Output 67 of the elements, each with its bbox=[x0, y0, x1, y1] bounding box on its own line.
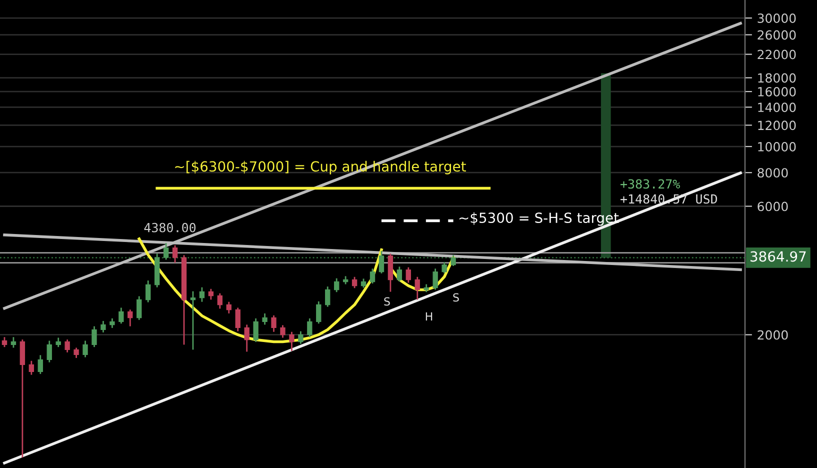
line-series bbox=[138, 237, 383, 344]
y-tick-label: 8000 bbox=[758, 168, 788, 178]
annotation: S bbox=[453, 293, 459, 302]
annotation: H bbox=[426, 312, 432, 320]
y-tick-label: 14000 bbox=[758, 102, 796, 112]
candlestick bbox=[163, 242, 169, 260]
y-tick-label: 10000 bbox=[758, 142, 796, 152]
y-tick-label: 6000 bbox=[758, 202, 788, 212]
candlestick bbox=[244, 324, 250, 352]
candlestick bbox=[289, 331, 294, 352]
candlestick bbox=[450, 254, 456, 267]
candlestick bbox=[253, 318, 258, 343]
candlestick bbox=[352, 276, 358, 289]
candlestick bbox=[226, 301, 232, 314]
y-tick-label: 30000 bbox=[758, 14, 796, 23]
candlestick bbox=[307, 318, 312, 338]
candlestick bbox=[146, 280, 151, 303]
candlestick bbox=[20, 338, 26, 458]
candlestick bbox=[316, 300, 322, 324]
candlestick bbox=[172, 244, 178, 264]
candlestick bbox=[82, 340, 88, 358]
candlestick bbox=[208, 288, 214, 300]
candlestick bbox=[56, 337, 61, 348]
candlestick bbox=[280, 324, 286, 338]
candlestick bbox=[442, 261, 447, 274]
candlestick bbox=[262, 312, 268, 326]
candlestick bbox=[370, 268, 376, 284]
candlestick bbox=[378, 250, 384, 274]
candlestick bbox=[110, 318, 115, 329]
candlestick bbox=[388, 252, 394, 292]
y-tick-label: 2000 bbox=[758, 330, 788, 340]
candlestick bbox=[432, 268, 438, 290]
candlestick bbox=[235, 307, 240, 332]
candlestick bbox=[92, 326, 97, 348]
annotation: 4380.00 bbox=[144, 222, 196, 232]
candlestick bbox=[118, 307, 124, 324]
candlestick bbox=[334, 278, 340, 293]
candlestick bbox=[28, 360, 34, 376]
candlestick bbox=[414, 276, 420, 300]
candlestick bbox=[217, 292, 223, 310]
candlestick bbox=[396, 266, 402, 282]
y-tick-label: 26000 bbox=[758, 30, 796, 40]
candlestick bbox=[199, 286, 205, 303]
candlestick bbox=[38, 354, 43, 375]
ref-line-label: 3864.97 bbox=[750, 251, 806, 262]
annotation: S bbox=[384, 297, 390, 306]
y-tick-label: 22000 bbox=[758, 50, 796, 60]
y-tick-label: 16000 bbox=[758, 87, 796, 96]
candlestick bbox=[100, 320, 106, 334]
candlestick bbox=[64, 338, 70, 354]
candlestick bbox=[271, 314, 276, 333]
candlestick bbox=[136, 296, 142, 321]
candlestick bbox=[298, 330, 304, 345]
annotation: ~$5300 = S-H-S target bbox=[459, 212, 619, 226]
candlestick bbox=[46, 340, 52, 364]
candlestick bbox=[406, 266, 411, 284]
candlestick bbox=[10, 336, 16, 348]
y-tick-label: 12000 bbox=[758, 120, 796, 130]
y-tick-label: 18000 bbox=[758, 73, 796, 83]
candlestick bbox=[74, 347, 79, 359]
candlestick bbox=[190, 290, 196, 350]
candlestick bbox=[2, 336, 8, 348]
candlestick bbox=[360, 278, 366, 288]
annotation: ~[$6300-$7000] = Cup and handle target bbox=[175, 160, 466, 174]
candlestick bbox=[325, 286, 330, 308]
annotation: +383.27% bbox=[620, 179, 680, 189]
candlestick bbox=[128, 308, 133, 327]
